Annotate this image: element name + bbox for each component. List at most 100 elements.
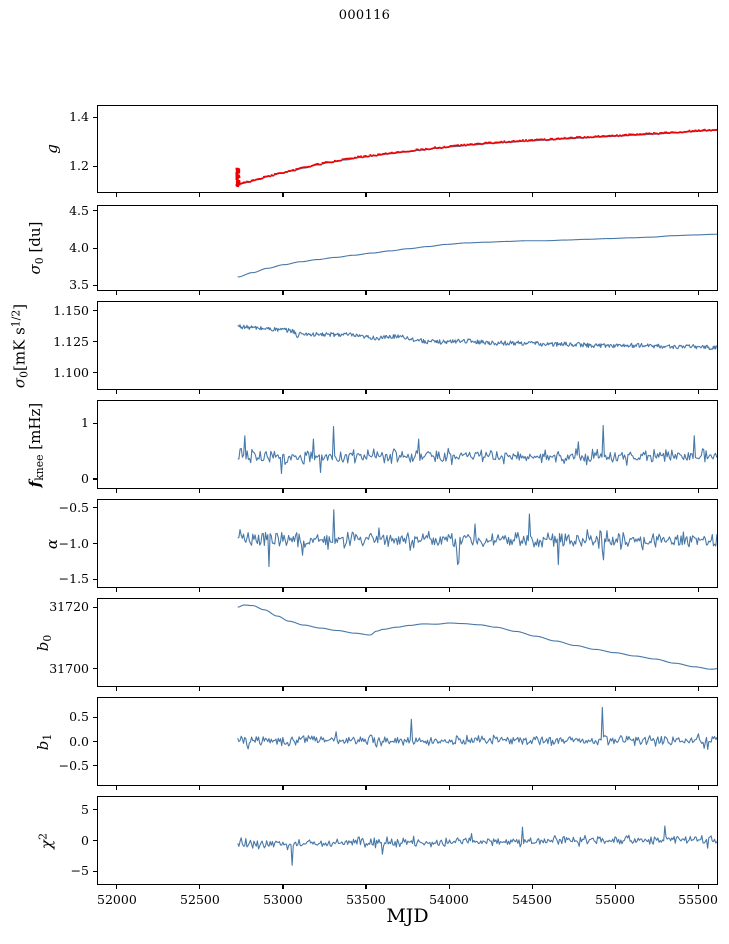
x-tick-mark bbox=[199, 885, 201, 889]
x-tick-mark bbox=[697, 885, 699, 889]
y-tick-mark bbox=[93, 606, 97, 608]
x-tick-mark bbox=[116, 193, 118, 197]
series-line bbox=[238, 425, 717, 473]
y-tick-label: 31700 bbox=[49, 660, 89, 676]
series-markers-red bbox=[235, 128, 717, 188]
y-tick-mark bbox=[93, 543, 97, 545]
x-tick-mark bbox=[531, 489, 533, 493]
y-tick-label: 0.5 bbox=[69, 709, 89, 725]
y-tick-label: 5 bbox=[81, 801, 89, 817]
x-tick-mark bbox=[199, 786, 201, 790]
y-tick-label: 4.5 bbox=[69, 202, 89, 218]
x-tick-label: 53500 bbox=[346, 892, 386, 907]
x-tick-label: 55000 bbox=[595, 892, 635, 907]
x-tick-mark bbox=[199, 588, 201, 592]
x-tick-mark bbox=[448, 885, 450, 889]
y-tick-mark bbox=[93, 809, 97, 811]
y-tick-mark bbox=[93, 247, 97, 249]
y-tick-label: 1.125 bbox=[53, 333, 89, 349]
x-tick-mark bbox=[282, 489, 284, 493]
figure-title: 000116 bbox=[338, 8, 391, 23]
x-tick-mark bbox=[282, 193, 284, 197]
panel-chi2 bbox=[97, 796, 718, 885]
x-tick-mark bbox=[282, 687, 284, 691]
x-tick-mark bbox=[614, 687, 616, 691]
x-tick-mark bbox=[365, 489, 367, 493]
y-tick-label: −1.0 bbox=[58, 535, 89, 551]
y-tick-label: 1.100 bbox=[53, 364, 89, 380]
x-tick-mark bbox=[448, 390, 450, 394]
y-tick-mark bbox=[93, 372, 97, 374]
y-tick-label: −1.5 bbox=[58, 571, 89, 587]
x-tick-mark bbox=[199, 489, 201, 493]
y-tick-mark bbox=[93, 578, 97, 580]
x-tick-mark bbox=[116, 687, 118, 691]
x-tick-mark bbox=[614, 193, 616, 197]
x-tick-mark bbox=[365, 588, 367, 592]
x-tick-mark bbox=[531, 786, 533, 790]
y-tick-label: 1.150 bbox=[53, 302, 89, 318]
y-tick-mark bbox=[93, 716, 97, 718]
y-tick-label: 1.4 bbox=[69, 109, 89, 125]
x-tick-mark bbox=[116, 489, 118, 493]
x-tick-mark bbox=[199, 291, 201, 295]
y-tick-mark bbox=[93, 422, 97, 424]
x-tick-label: 54000 bbox=[429, 892, 469, 907]
x-tick-mark bbox=[365, 786, 367, 790]
x-tick-mark bbox=[448, 687, 450, 691]
x-tick-mark bbox=[199, 193, 201, 197]
panel-sigma0-du bbox=[97, 205, 718, 291]
x-tick-mark bbox=[697, 489, 699, 493]
x-tick-mark bbox=[697, 786, 699, 790]
y-tick-label: 0 bbox=[81, 832, 89, 848]
x-tick-mark bbox=[614, 390, 616, 394]
x-tick-mark bbox=[531, 193, 533, 197]
y-tick-mark bbox=[93, 341, 97, 343]
x-tick-mark bbox=[448, 588, 450, 592]
x-tick-label: 53000 bbox=[263, 892, 303, 907]
y-tick-mark bbox=[93, 210, 97, 212]
series-line bbox=[238, 510, 717, 567]
y-tick-label: 0.0 bbox=[69, 733, 89, 749]
series-line bbox=[238, 126, 717, 184]
y-tick-mark bbox=[93, 507, 97, 509]
series-line bbox=[238, 325, 717, 351]
x-tick-mark bbox=[116, 885, 118, 889]
series-line bbox=[238, 605, 717, 676]
x-tick-label: 52000 bbox=[97, 892, 137, 907]
y-tick-mark bbox=[93, 478, 97, 480]
y-tick-mark bbox=[93, 284, 97, 286]
y-tick-mark bbox=[93, 668, 97, 670]
x-tick-mark bbox=[448, 786, 450, 790]
x-tick-mark bbox=[531, 291, 533, 295]
x-tick-mark bbox=[199, 687, 201, 691]
x-tick-mark bbox=[697, 588, 699, 592]
x-tick-mark bbox=[531, 885, 533, 889]
x-tick-mark bbox=[614, 588, 616, 592]
x-tick-mark bbox=[614, 291, 616, 295]
x-tick-mark bbox=[365, 193, 367, 197]
x-tick-mark bbox=[116, 786, 118, 790]
y-tick-mark bbox=[93, 310, 97, 312]
panel-b1 bbox=[97, 697, 718, 786]
x-tick-mark bbox=[697, 291, 699, 295]
x-tick-mark bbox=[614, 786, 616, 790]
x-tick-mark bbox=[697, 193, 699, 197]
x-tick-label: 55500 bbox=[678, 892, 718, 907]
y-tick-mark bbox=[93, 870, 97, 872]
series-line bbox=[238, 825, 717, 865]
x-tick-mark bbox=[365, 885, 367, 889]
x-tick-mark bbox=[365, 291, 367, 295]
x-tick-mark bbox=[116, 390, 118, 394]
y-tick-label: 1 bbox=[81, 415, 89, 431]
x-tick-label: 54500 bbox=[512, 892, 552, 907]
panel-g bbox=[97, 105, 718, 193]
x-tick-mark bbox=[531, 588, 533, 592]
y-axis-label-b0: b0 bbox=[33, 634, 55, 651]
panel-b0 bbox=[97, 598, 718, 687]
x-tick-mark bbox=[282, 786, 284, 790]
y-tick-label: 0 bbox=[81, 470, 89, 486]
x-tick-label: 52500 bbox=[180, 892, 220, 907]
panel-fknee bbox=[97, 400, 718, 489]
